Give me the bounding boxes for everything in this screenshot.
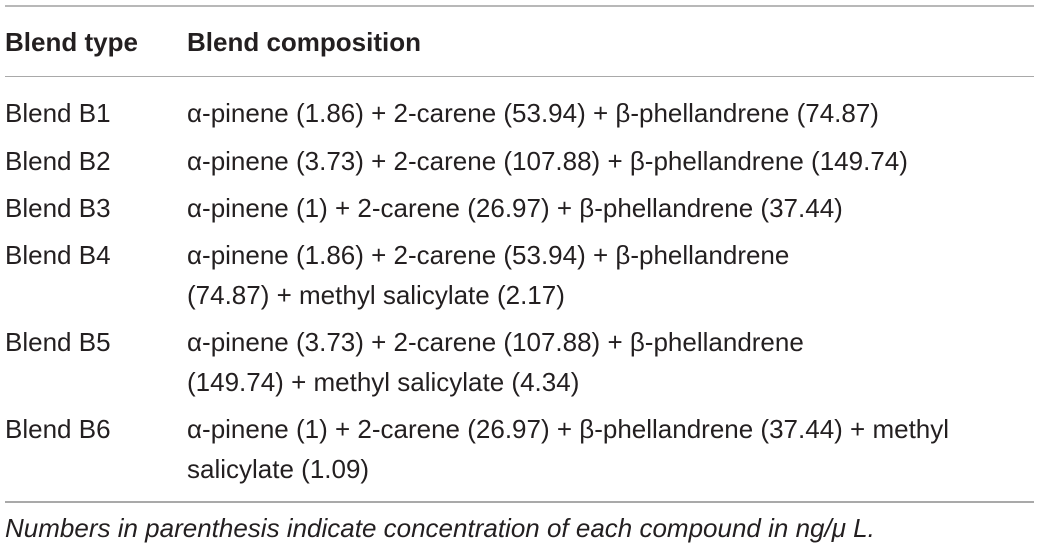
row-b3-type: Blend B3 [5, 193, 111, 223]
row-b6-composition-line2: salicylate (1.09) [187, 454, 370, 484]
header-blend-type: Blend type [5, 27, 138, 57]
header-blend-composition: Blend composition [187, 27, 421, 57]
row-b4-composition-line2: (74.87) + methyl salicylate (2.17) [187, 280, 565, 310]
row-b1-composition: α-pinene (1.86) + 2-carene (53.94) + β-p… [187, 98, 879, 128]
row-b5-composition-line2: (149.74) + methyl salicylate (4.34) [187, 367, 580, 397]
row-b5-composition-line1: α-pinene (3.73) + 2-carene (107.88) + β-… [187, 327, 804, 357]
row-b4-composition-line1: α-pinene (1.86) + 2-carene (53.94) + β-p… [187, 240, 790, 270]
row-b6-composition-line1: α-pinene (1) + 2-carene (26.97) + β-phel… [187, 414, 950, 444]
row-b3-composition: α-pinene (1) + 2-carene (26.97) + β-phel… [187, 193, 843, 223]
row-b5-type: Blend B5 [5, 327, 111, 357]
row-b2-type: Blend B2 [5, 146, 111, 176]
table-bottom-rule [5, 501, 1034, 503]
row-b6-type: Blend B6 [5, 414, 111, 444]
row-b2-composition: α-pinene (3.73) + 2-carene (107.88) + β-… [187, 146, 908, 176]
table-footnote: Numbers in parenthesis indicate concentr… [5, 513, 875, 543]
table-top-rule [5, 5, 1034, 7]
header-rule [5, 76, 1034, 77]
row-b1-type: Blend B1 [5, 98, 111, 128]
row-b4-type: Blend B4 [5, 240, 111, 270]
